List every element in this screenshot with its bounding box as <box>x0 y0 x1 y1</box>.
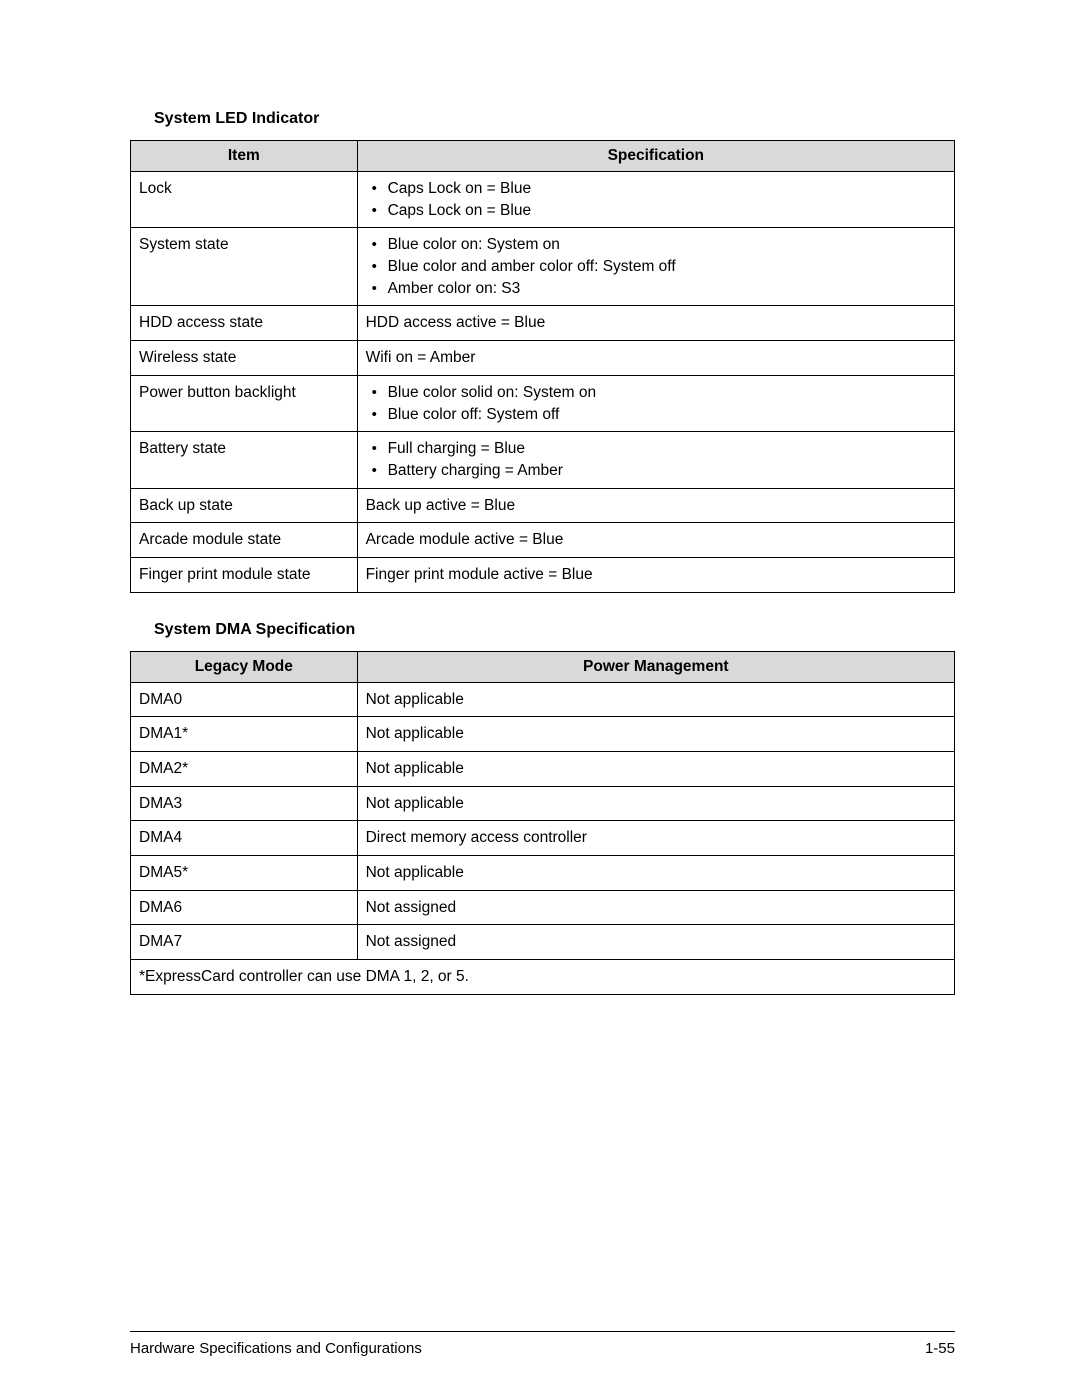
cell-item: Arcade module state <box>131 523 358 558</box>
table-header-row: Legacy Mode Power Management <box>131 651 955 682</box>
cell-item: HDD access state <box>131 306 358 341</box>
cell-power: Not applicable <box>357 856 954 891</box>
table-led-indicator: Item Specification LockCaps Lock on = Bl… <box>130 140 955 593</box>
cell-footnote: *ExpressCard controller can use DMA 1, 2… <box>131 960 955 995</box>
cell-spec: Finger print module active = Blue <box>357 557 954 592</box>
section1-title: System LED Indicator <box>130 110 955 128</box>
table-row: LockCaps Lock on = BlueCaps Lock on = Bl… <box>131 172 955 228</box>
spec-bullet-list: Blue color solid on: System onBlue color… <box>366 382 946 425</box>
cell-legacy: DMA3 <box>131 786 358 821</box>
spec-bullet-item: Blue color and amber color off: System o… <box>372 256 946 278</box>
cell-item: Battery state <box>131 432 358 488</box>
cell-item: Back up state <box>131 488 358 523</box>
page-content: System LED Indicator Item Specification … <box>0 0 1080 995</box>
cell-spec: Back up active = Blue <box>357 488 954 523</box>
cell-spec: Blue color solid on: System onBlue color… <box>357 375 954 431</box>
table-row: Finger print module stateFinger print mo… <box>131 557 955 592</box>
cell-item: Lock <box>131 172 358 228</box>
table-row: DMA7Not assigned <box>131 925 955 960</box>
table-row: Battery stateFull charging = BlueBattery… <box>131 432 955 488</box>
table-row: System stateBlue color on: System onBlue… <box>131 228 955 306</box>
col-header-legacy: Legacy Mode <box>131 651 358 682</box>
table-row: DMA4Direct memory access controller <box>131 821 955 856</box>
table-footnote-row: *ExpressCard controller can use DMA 1, 2… <box>131 960 955 995</box>
cell-power: Not applicable <box>357 786 954 821</box>
cell-legacy: DMA0 <box>131 682 358 717</box>
table-row: DMA5*Not applicable <box>131 856 955 891</box>
cell-item: Finger print module state <box>131 557 358 592</box>
table-row: HDD access stateHDD access active = Blue <box>131 306 955 341</box>
cell-power: Not assigned <box>357 890 954 925</box>
spec-bullet-item: Blue color on: System on <box>372 234 946 256</box>
table-row: Wireless stateWifi on = Amber <box>131 341 955 376</box>
cell-power: Direct memory access controller <box>357 821 954 856</box>
col-header-power: Power Management <box>357 651 954 682</box>
cell-legacy: DMA1* <box>131 717 358 752</box>
cell-spec: Arcade module active = Blue <box>357 523 954 558</box>
cell-power: Not applicable <box>357 717 954 752</box>
cell-spec: Blue color on: System onBlue color and a… <box>357 228 954 306</box>
cell-item: Power button backlight <box>131 375 358 431</box>
col-header-item: Item <box>131 141 358 172</box>
table-row: DMA2*Not applicable <box>131 752 955 787</box>
spec-bullet-item: Blue color solid on: System on <box>372 382 946 404</box>
cell-legacy: DMA4 <box>131 821 358 856</box>
spec-bullet-list: Blue color on: System onBlue color and a… <box>366 234 946 299</box>
footer-right: 1-55 <box>925 1340 955 1357</box>
spec-bullet-item: Caps Lock on = Blue <box>372 200 946 222</box>
spec-bullet-list: Caps Lock on = BlueCaps Lock on = Blue <box>366 178 946 221</box>
cell-spec: Full charging = BlueBattery charging = A… <box>357 432 954 488</box>
table-row: Back up stateBack up active = Blue <box>131 488 955 523</box>
cell-spec: HDD access active = Blue <box>357 306 954 341</box>
table-row: Arcade module stateArcade module active … <box>131 523 955 558</box>
cell-legacy: DMA6 <box>131 890 358 925</box>
table-row: DMA6Not assigned <box>131 890 955 925</box>
cell-item: Wireless state <box>131 341 358 376</box>
spec-bullet-item: Full charging = Blue <box>372 438 946 460</box>
cell-legacy: DMA5* <box>131 856 358 891</box>
table-row: DMA0Not applicable <box>131 682 955 717</box>
table-header-row: Item Specification <box>131 141 955 172</box>
spec-bullet-list: Full charging = BlueBattery charging = A… <box>366 438 946 481</box>
cell-power: Not applicable <box>357 682 954 717</box>
cell-legacy: DMA2* <box>131 752 358 787</box>
cell-spec: Wifi on = Amber <box>357 341 954 376</box>
spec-bullet-item: Battery charging = Amber <box>372 460 946 482</box>
page-footer: Hardware Specifications and Configuratio… <box>130 1331 955 1357</box>
col-header-spec: Specification <box>357 141 954 172</box>
table-row: DMA3Not applicable <box>131 786 955 821</box>
section2-title: System DMA Specification <box>130 621 955 639</box>
table-row: Power button backlightBlue color solid o… <box>131 375 955 431</box>
cell-spec: Caps Lock on = BlueCaps Lock on = Blue <box>357 172 954 228</box>
cell-item: System state <box>131 228 358 306</box>
spec-bullet-item: Amber color on: S3 <box>372 278 946 300</box>
table-dma-spec: Legacy Mode Power Management DMA0Not app… <box>130 651 955 995</box>
table-row: DMA1*Not applicable <box>131 717 955 752</box>
spec-bullet-item: Caps Lock on = Blue <box>372 178 946 200</box>
footer-left: Hardware Specifications and Configuratio… <box>130 1340 422 1357</box>
cell-power: Not assigned <box>357 925 954 960</box>
cell-legacy: DMA7 <box>131 925 358 960</box>
cell-power: Not applicable <box>357 752 954 787</box>
spec-bullet-item: Blue color off: System off <box>372 404 946 426</box>
